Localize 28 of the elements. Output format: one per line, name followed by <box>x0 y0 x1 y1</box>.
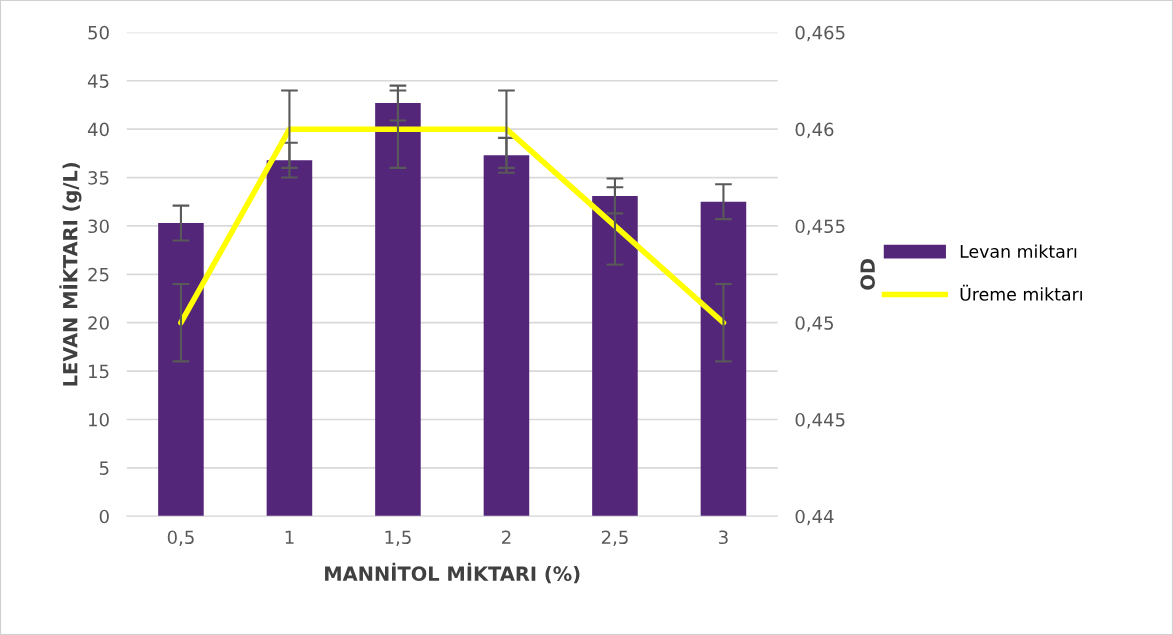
y-axis-title: LEVAN MİKTARI (g/L) <box>59 162 82 386</box>
x-tick-label: 2,5 <box>601 530 628 546</box>
y-tick-label: 30 <box>88 219 109 234</box>
y2-tick-label: 0,455 <box>795 219 845 235</box>
x-tick-label: 0,5 <box>167 530 194 546</box>
y-tick-label: 40 <box>87 122 109 137</box>
y-tick-label: 35 <box>88 171 109 185</box>
y-tick-label: 5 <box>99 461 109 475</box>
x-tick-label: 1 <box>285 530 294 544</box>
x-tick-label: 2 <box>502 530 511 544</box>
y-tick-label: 20 <box>88 316 109 330</box>
y2-axis-title: OD <box>860 259 875 290</box>
x-axis-title: MANNİTOL MİKTARI (%) <box>325 562 580 584</box>
y-tick-label: 10 <box>89 412 109 427</box>
y-tick-label: 50 <box>88 25 109 40</box>
y-tick-label: 25 <box>88 267 109 282</box>
y-tick-label: 15 <box>89 364 109 379</box>
y2-tick-label: 0,44 <box>795 509 834 526</box>
y2-tick-label: 0,445 <box>795 412 845 429</box>
y2-tick-label: 0,46 <box>795 122 834 139</box>
x-tick-label: 3 <box>719 530 728 545</box>
y2-tick-label: 0,45 <box>795 316 833 332</box>
legend-label: Üreme miktarı <box>960 284 1082 301</box>
y2-tick-label: 0,465 <box>795 25 845 42</box>
y-tick-label: 0 <box>99 509 109 524</box>
y-tick-label: 45 <box>87 74 109 88</box>
x-tick-label: 1,5 <box>385 530 411 546</box>
legend-label: Levan miktarı <box>960 244 1077 258</box>
